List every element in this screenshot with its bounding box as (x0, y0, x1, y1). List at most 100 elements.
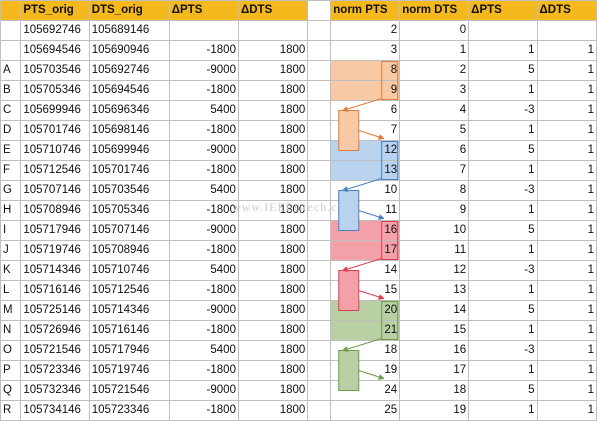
table-cell[interactable]: -9000 (168, 140, 239, 161)
table-cell[interactable] (307, 20, 332, 41)
table-cell[interactable]: 105719746 (88, 360, 170, 381)
row-label[interactable]: C (0, 100, 22, 121)
table-cell[interactable]: 1800 (237, 120, 309, 141)
table-cell[interactable] (307, 160, 332, 181)
column-header[interactable]: PTS_orig (20, 0, 90, 21)
table-cell[interactable] (307, 220, 332, 241)
table-cell[interactable]: 1800 (237, 40, 309, 61)
row-label[interactable]: F (0, 160, 22, 181)
table-cell[interactable]: 105716146 (20, 280, 90, 301)
table-cell[interactable] (307, 180, 332, 201)
table-cell[interactable]: 5 (399, 120, 470, 141)
table-cell[interactable]: 105712546 (20, 160, 90, 181)
table-cell[interactable]: 105717946 (88, 340, 170, 361)
table-cell[interactable]: 5400 (168, 180, 239, 201)
table-cell[interactable] (307, 300, 332, 321)
table-cell[interactable]: 15 (399, 320, 470, 341)
row-label[interactable]: E (0, 140, 22, 161)
table-cell[interactable] (307, 320, 332, 341)
table-cell[interactable] (307, 140, 332, 161)
table-cell[interactable]: 1800 (237, 240, 309, 261)
column-header[interactable]: ΔDTS (536, 0, 597, 21)
column-header[interactable]: ΔPTS (168, 0, 239, 21)
table-cell[interactable]: 1800 (237, 380, 309, 401)
table-cell[interactable]: 1 (536, 220, 597, 241)
table-cell[interactable] (307, 60, 332, 81)
table-cell[interactable]: 105725146 (20, 300, 90, 321)
table-cell[interactable]: 10 (399, 220, 470, 241)
table-cell[interactable] (307, 360, 332, 381)
table-cell[interactable]: 1 (536, 320, 597, 341)
table-cell[interactable]: 1 (536, 300, 597, 321)
table-cell[interactable]: 1800 (237, 320, 309, 341)
table-cell[interactable]: 105714346 (20, 260, 90, 281)
column-header[interactable]: norm DTS (399, 0, 470, 21)
table-cell[interactable]: 1800 (237, 80, 309, 101)
row-label[interactable]: K (0, 260, 22, 281)
table-cell[interactable]: -1800 (168, 120, 239, 141)
table-cell[interactable]: -1800 (168, 240, 239, 261)
table-cell[interactable]: -1800 (168, 320, 239, 341)
table-cell[interactable]: 105708946 (88, 240, 170, 261)
column-header[interactable]: norm PTS (330, 0, 401, 21)
table-cell[interactable]: 1800 (237, 140, 309, 161)
table-cell[interactable]: -1800 (168, 80, 239, 101)
table-cell[interactable]: 2 (399, 60, 470, 81)
table-cell[interactable]: 1800 (237, 400, 309, 421)
table-cell[interactable]: 1800 (237, 300, 309, 321)
table-cell[interactable]: 1 (536, 260, 597, 281)
table-cell[interactable] (307, 340, 332, 361)
table-cell[interactable]: 1 (468, 120, 538, 141)
table-cell[interactable]: 9 (399, 200, 470, 221)
table-cell[interactable] (307, 120, 332, 141)
table-cell[interactable]: 21 (330, 320, 401, 341)
table-cell[interactable]: 105692746 (20, 20, 90, 41)
table-cell[interactable] (307, 400, 332, 421)
table-cell[interactable]: 7 (330, 120, 401, 141)
table-cell[interactable]: 1800 (237, 260, 309, 281)
table-cell[interactable] (307, 280, 332, 301)
table-cell[interactable]: 5 (468, 300, 538, 321)
table-cell[interactable]: 105689146 (88, 20, 170, 41)
table-cell[interactable]: 16 (330, 220, 401, 241)
table-cell[interactable]: 1 (536, 80, 597, 101)
table-cell[interactable]: 14 (399, 300, 470, 321)
table-cell[interactable]: 1 (468, 360, 538, 381)
table-cell[interactable]: 6 (330, 100, 401, 121)
table-cell[interactable]: 105714346 (88, 300, 170, 321)
table-cell[interactable]: 11 (399, 240, 470, 261)
table-cell[interactable]: 6 (399, 140, 470, 161)
table-cell[interactable]: 4 (399, 100, 470, 121)
table-cell[interactable] (307, 40, 332, 61)
table-cell[interactable]: 1 (468, 320, 538, 341)
table-cell[interactable]: 8 (330, 60, 401, 81)
table-cell[interactable]: 1 (399, 40, 470, 61)
row-label[interactable]: N (0, 320, 22, 341)
row-label[interactable]: I (0, 220, 22, 241)
table-cell[interactable]: 1 (536, 100, 597, 121)
table-cell[interactable]: 17 (399, 360, 470, 381)
table-cell[interactable]: -3 (468, 260, 538, 281)
table-cell[interactable]: 105710746 (88, 260, 170, 281)
row-label[interactable] (0, 40, 22, 61)
row-label[interactable] (0, 20, 22, 41)
table-cell[interactable]: 20 (330, 300, 401, 321)
column-header[interactable]: DTS_orig (88, 0, 170, 21)
row-label[interactable]: J (0, 240, 22, 261)
table-cell[interactable]: -3 (468, 340, 538, 361)
table-cell[interactable]: 3 (399, 80, 470, 101)
table-cell[interactable]: 105690946 (88, 40, 170, 61)
table-cell[interactable]: -9000 (168, 60, 239, 81)
row-label[interactable]: B (0, 80, 22, 101)
table-cell[interactable]: 105698146 (88, 120, 170, 141)
table-cell[interactable]: 15 (330, 280, 401, 301)
table-cell[interactable] (237, 20, 309, 41)
table-cell[interactable]: 105705346 (20, 80, 90, 101)
table-cell[interactable]: 1800 (237, 280, 309, 301)
table-cell[interactable]: 1 (536, 400, 597, 421)
table-cell[interactable] (307, 200, 332, 221)
table-cell[interactable]: -3 (468, 100, 538, 121)
row-label[interactable]: O (0, 340, 22, 361)
table-cell[interactable]: 7 (399, 160, 470, 181)
table-cell[interactable]: 1 (536, 360, 597, 381)
